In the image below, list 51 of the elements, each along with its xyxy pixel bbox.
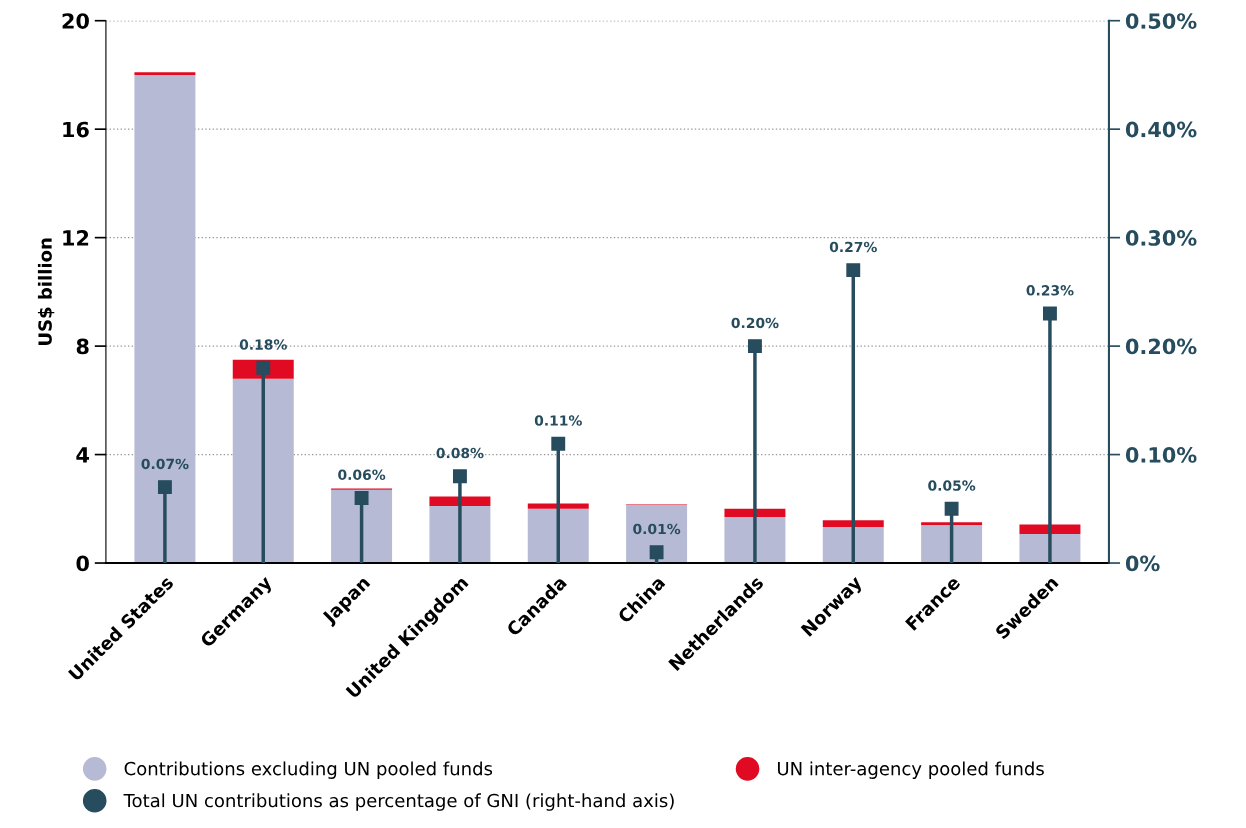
bar bbox=[1019, 534, 1081, 564]
point bbox=[649, 545, 664, 560]
y2-tick-label: 0.30% bbox=[1125, 230, 1197, 246]
bar bbox=[822, 526, 884, 564]
bar bbox=[822, 520, 884, 527]
data-label: 0.08% bbox=[436, 447, 484, 459]
data-label: 0.05% bbox=[928, 480, 976, 491]
bar bbox=[134, 72, 196, 75]
bar bbox=[232, 378, 294, 564]
data-label: 0.06% bbox=[338, 469, 386, 480]
data-label: 0.07% bbox=[141, 458, 189, 470]
y2-tick-label: 0.10% bbox=[1125, 447, 1197, 463]
y2-tick-label: 0.20% bbox=[1125, 338, 1197, 355]
point bbox=[256, 360, 271, 375]
y2-tick-label: 0.40% bbox=[1125, 121, 1197, 138]
y2-tick-label: 0% bbox=[1125, 555, 1160, 572]
y-tick-label: 20 bbox=[62, 13, 89, 29]
bar bbox=[626, 504, 688, 564]
point bbox=[551, 436, 566, 451]
point bbox=[747, 339, 762, 354]
data-label: 0.20% bbox=[731, 317, 779, 329]
point bbox=[846, 263, 861, 278]
bar bbox=[429, 506, 491, 564]
bar bbox=[527, 503, 589, 509]
data-label: 0.27% bbox=[829, 241, 877, 253]
y-tick-label: 8 bbox=[76, 338, 89, 355]
y-tick-label: 4 bbox=[76, 447, 89, 463]
legend-label: Total UN contributions as percentage of GNI (right-hand axis) bbox=[123, 793, 674, 811]
data-label: 0.23% bbox=[1026, 285, 1074, 296]
y-axis-title: US$ billion bbox=[37, 238, 55, 345]
data-label: 0.01% bbox=[633, 523, 681, 535]
data-label: 0.18% bbox=[239, 339, 287, 350]
legend-label: UN inter-agency pooled funds bbox=[778, 761, 1044, 779]
bar bbox=[331, 489, 393, 564]
y-tick-label: 16 bbox=[63, 121, 89, 138]
point bbox=[944, 501, 959, 516]
bar bbox=[921, 522, 983, 526]
y-tick-label: 12 bbox=[63, 230, 89, 246]
y2-tick-label: 0.50% bbox=[1125, 13, 1197, 29]
bar bbox=[527, 508, 589, 564]
data-label: 0.11% bbox=[534, 415, 582, 426]
bar bbox=[724, 516, 786, 564]
bar bbox=[921, 525, 983, 564]
y-tick-label: 0 bbox=[76, 555, 89, 572]
point bbox=[1042, 306, 1057, 321]
legend-label: Contributions excluding UN pooled funds bbox=[124, 761, 493, 779]
point bbox=[452, 469, 467, 484]
bar bbox=[724, 508, 786, 517]
point bbox=[157, 480, 172, 495]
bar bbox=[134, 74, 196, 564]
point bbox=[354, 491, 369, 505]
